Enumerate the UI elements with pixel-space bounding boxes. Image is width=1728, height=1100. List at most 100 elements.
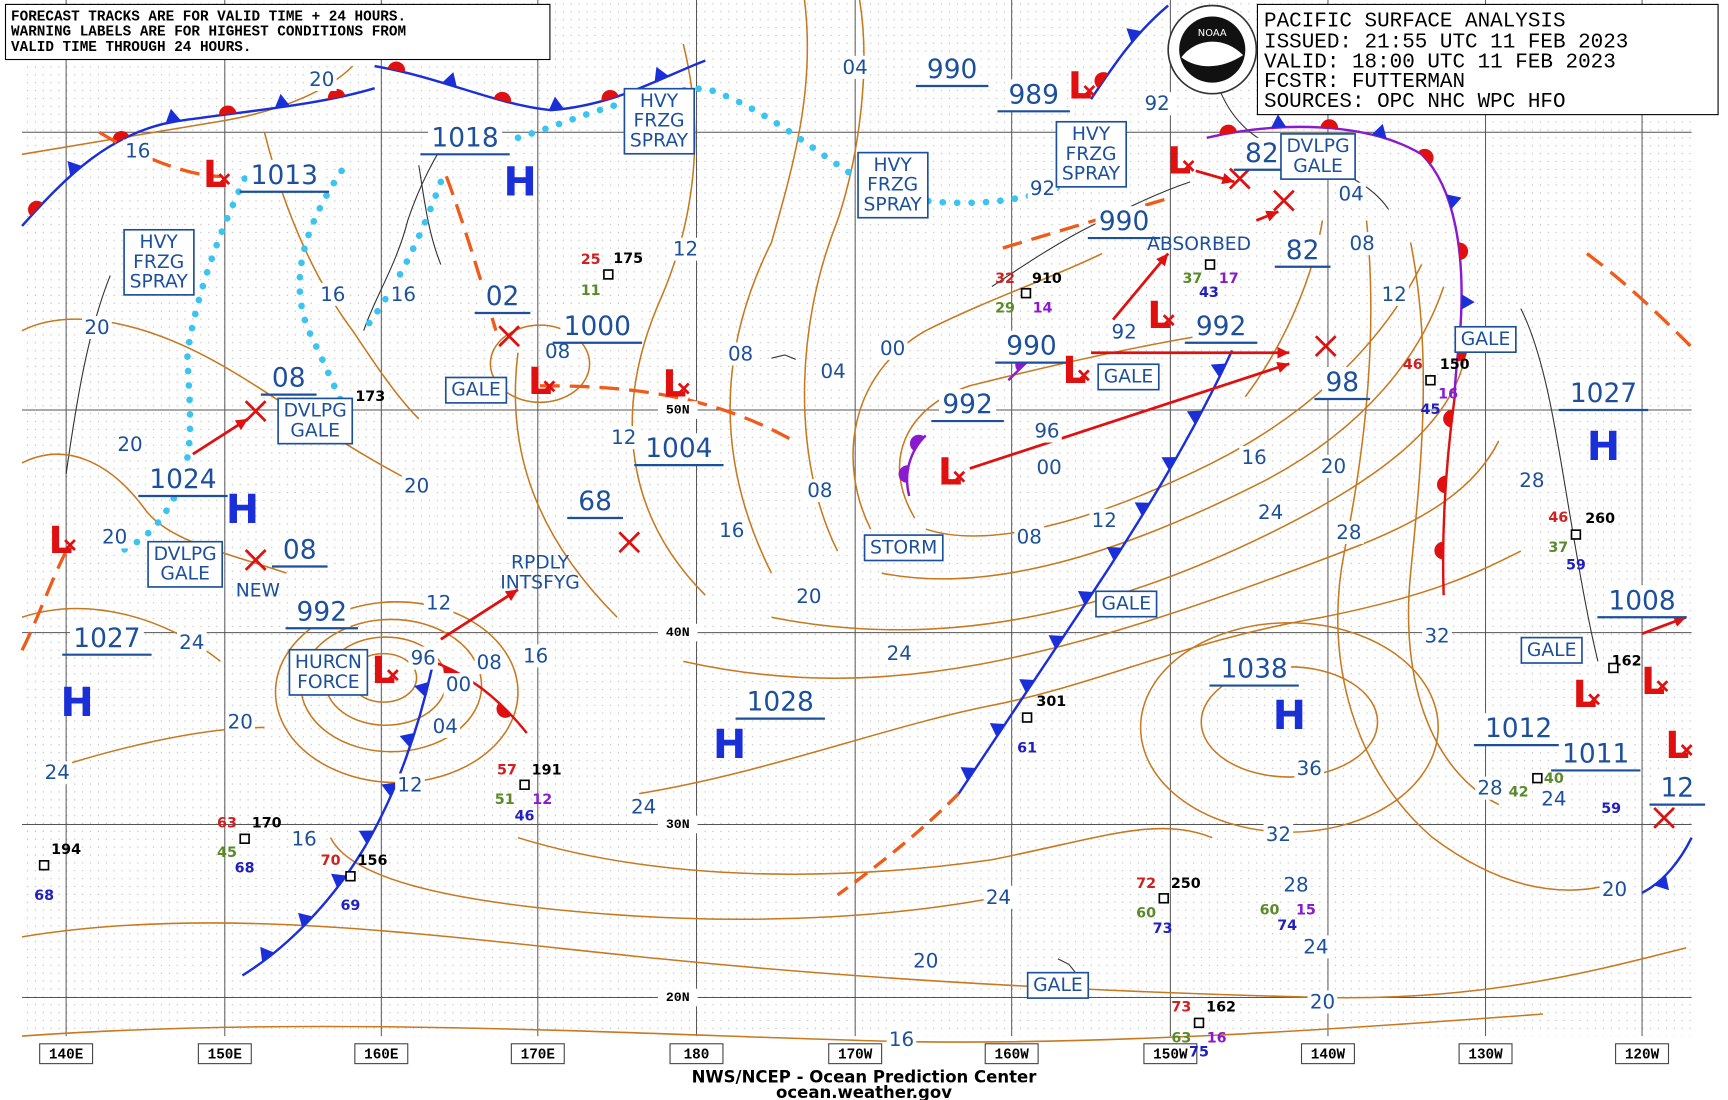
center-pressure-bg (939, 389, 997, 421)
isobar-label-bg (520, 644, 551, 668)
front-semicircle (327, 88, 346, 100)
isobar-label: 12 (611, 426, 636, 449)
front-triangle (1134, 502, 1150, 516)
front-triangle (260, 946, 275, 963)
low-center-x (64, 539, 76, 551)
isobar (21, 1013, 1543, 1043)
isobar-label-bg (176, 631, 207, 655)
center-pressure: 992 (297, 596, 347, 627)
isobar-label: 12 (426, 592, 451, 615)
isobar-label-bg (99, 525, 130, 549)
warning-label: GALE (1293, 156, 1343, 177)
trough-front (98, 130, 221, 179)
warning-box (623, 87, 696, 155)
station-symbol (345, 871, 356, 882)
low-center-x (1588, 693, 1601, 706)
low-center: L (1068, 64, 1092, 108)
station-value: 46 (1548, 510, 1568, 526)
center-pressure-bg (1566, 378, 1641, 410)
center-pressure: 1011 (1562, 739, 1629, 770)
front-triangle (1048, 635, 1064, 649)
isobar-label: 20 (228, 711, 253, 734)
title-line: SOURCES: OPC NHC WPC HFO (1264, 91, 1566, 114)
isobar-label-bg (401, 474, 432, 498)
front-semicircle (496, 702, 512, 718)
isobar-label: 16 (391, 283, 416, 306)
isobar-label-bg (395, 773, 425, 797)
center-pressure-bg (279, 534, 320, 566)
low-center-x (1680, 744, 1693, 756)
isobar-label-bg (1318, 454, 1349, 478)
isobar-label-bg (289, 827, 319, 851)
center-pressure-bg (1322, 367, 1363, 399)
isobar-label-bg (1294, 756, 1325, 780)
station-value: 45 (1420, 402, 1440, 418)
isobar-label-bg (423, 591, 454, 615)
isobar-label: 00 (880, 337, 905, 360)
high-center: H (713, 722, 746, 768)
warning-box (1095, 590, 1158, 618)
title-box: PACIFIC SURFACE ANALYSIS ISSUED: 21:55 U… (1256, 3, 1719, 116)
footer: NWS/NCEP - Ocean Prediction Center ocean… (692, 1067, 1038, 1100)
front-semicircle (219, 105, 237, 116)
coastline (991, 181, 1191, 288)
station-value: 69 (340, 898, 360, 914)
isobar-label-bg (818, 360, 848, 384)
isobar-label: 12 (673, 238, 698, 261)
station-value: 16 (1438, 387, 1458, 403)
isobar-label-bg (1307, 990, 1338, 1014)
warning-label: FRZG (633, 111, 684, 132)
isobar-label-bg (877, 336, 908, 360)
station-symbol (1204, 259, 1216, 270)
high-center: H (1273, 693, 1306, 739)
station-value: 75 (1189, 1045, 1209, 1061)
center-pressure: 989 (1008, 79, 1058, 110)
isobar-label: 92 (1030, 177, 1055, 200)
lon-label-box (39, 1043, 94, 1065)
isobar-label-bg (317, 282, 348, 306)
noaa-logo: NOAA (1167, 4, 1258, 95)
isobar (925, 264, 1423, 537)
station-symbol (1570, 529, 1582, 540)
lon-label-box (669, 1043, 724, 1065)
cold-front (1641, 837, 1693, 894)
isobar-label-bg (1599, 878, 1630, 902)
low-center: L (1573, 672, 1597, 716)
isobar-label: 92 (1145, 92, 1170, 115)
front-triangle (1106, 547, 1123, 561)
logo-text: NOAA (1198, 28, 1227, 39)
isobar-label: 20 (1310, 991, 1335, 1014)
forecast-position (618, 531, 641, 554)
isobar-label: 32 (1266, 823, 1291, 846)
coastline (65, 275, 111, 475)
front-semicircle (601, 89, 619, 102)
lat-label-box (657, 815, 698, 834)
center-pressure: 02 (486, 281, 520, 312)
station-value: 175 (613, 251, 643, 267)
isobar (683, 440, 1500, 679)
warning-box (1026, 971, 1090, 999)
center-pressure: 1008 (1608, 585, 1675, 616)
lon-label: 160W (994, 1048, 1029, 1064)
isobar (21, 922, 1687, 999)
isobar-label: 28 (1283, 874, 1308, 897)
front-triangle (331, 873, 347, 888)
station-symbol (1021, 712, 1033, 723)
front-triangle (1210, 363, 1226, 378)
coastline (771, 354, 796, 360)
station-value: 46 (1403, 357, 1423, 373)
low-center-x (953, 470, 966, 483)
isobar-label-bg (1336, 182, 1366, 206)
isobar (517, 827, 1213, 875)
lon-label-box (1615, 1043, 1670, 1065)
center-pressure: 12 (1660, 773, 1694, 804)
isobar (21, 453, 287, 574)
isobar-label: 08 (728, 342, 753, 365)
center-pressure-bg (1282, 234, 1323, 266)
low-center: L (528, 359, 552, 403)
isobar-label: 04 (433, 715, 458, 738)
warning-label: GALE (451, 380, 501, 401)
warning-label: STORM (870, 537, 937, 558)
isobar-label: 16 (719, 519, 744, 542)
